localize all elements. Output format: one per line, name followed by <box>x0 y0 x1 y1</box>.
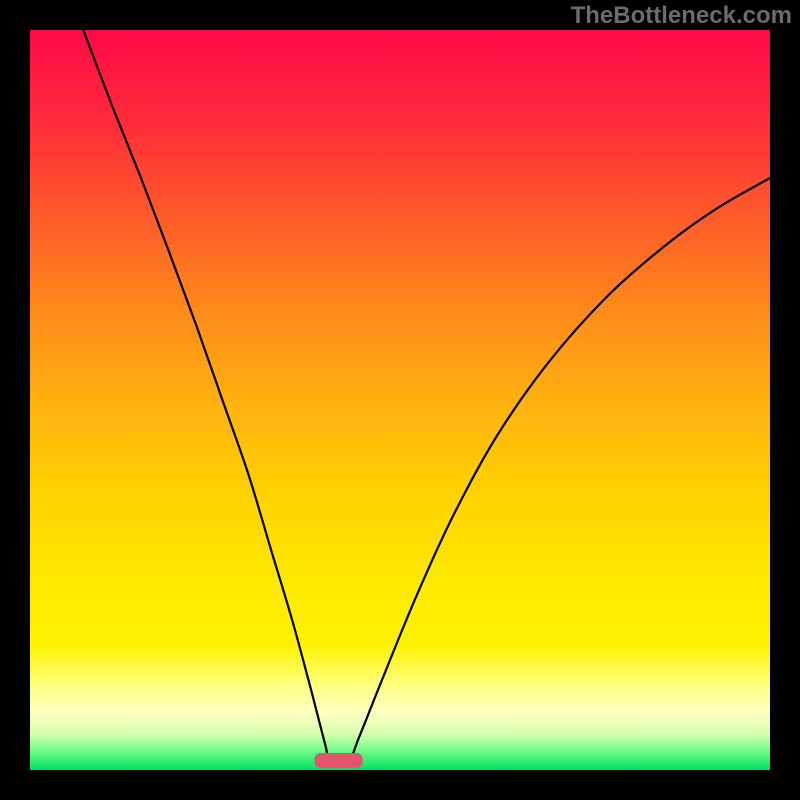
watermark-text: TheBottleneck.com <box>571 2 792 30</box>
chart-frame: TheBottleneck.com <box>0 0 800 800</box>
min-marker <box>315 753 363 768</box>
plot-area <box>30 30 770 770</box>
bottleneck-curve <box>83 30 770 764</box>
curve-layer <box>30 30 770 770</box>
